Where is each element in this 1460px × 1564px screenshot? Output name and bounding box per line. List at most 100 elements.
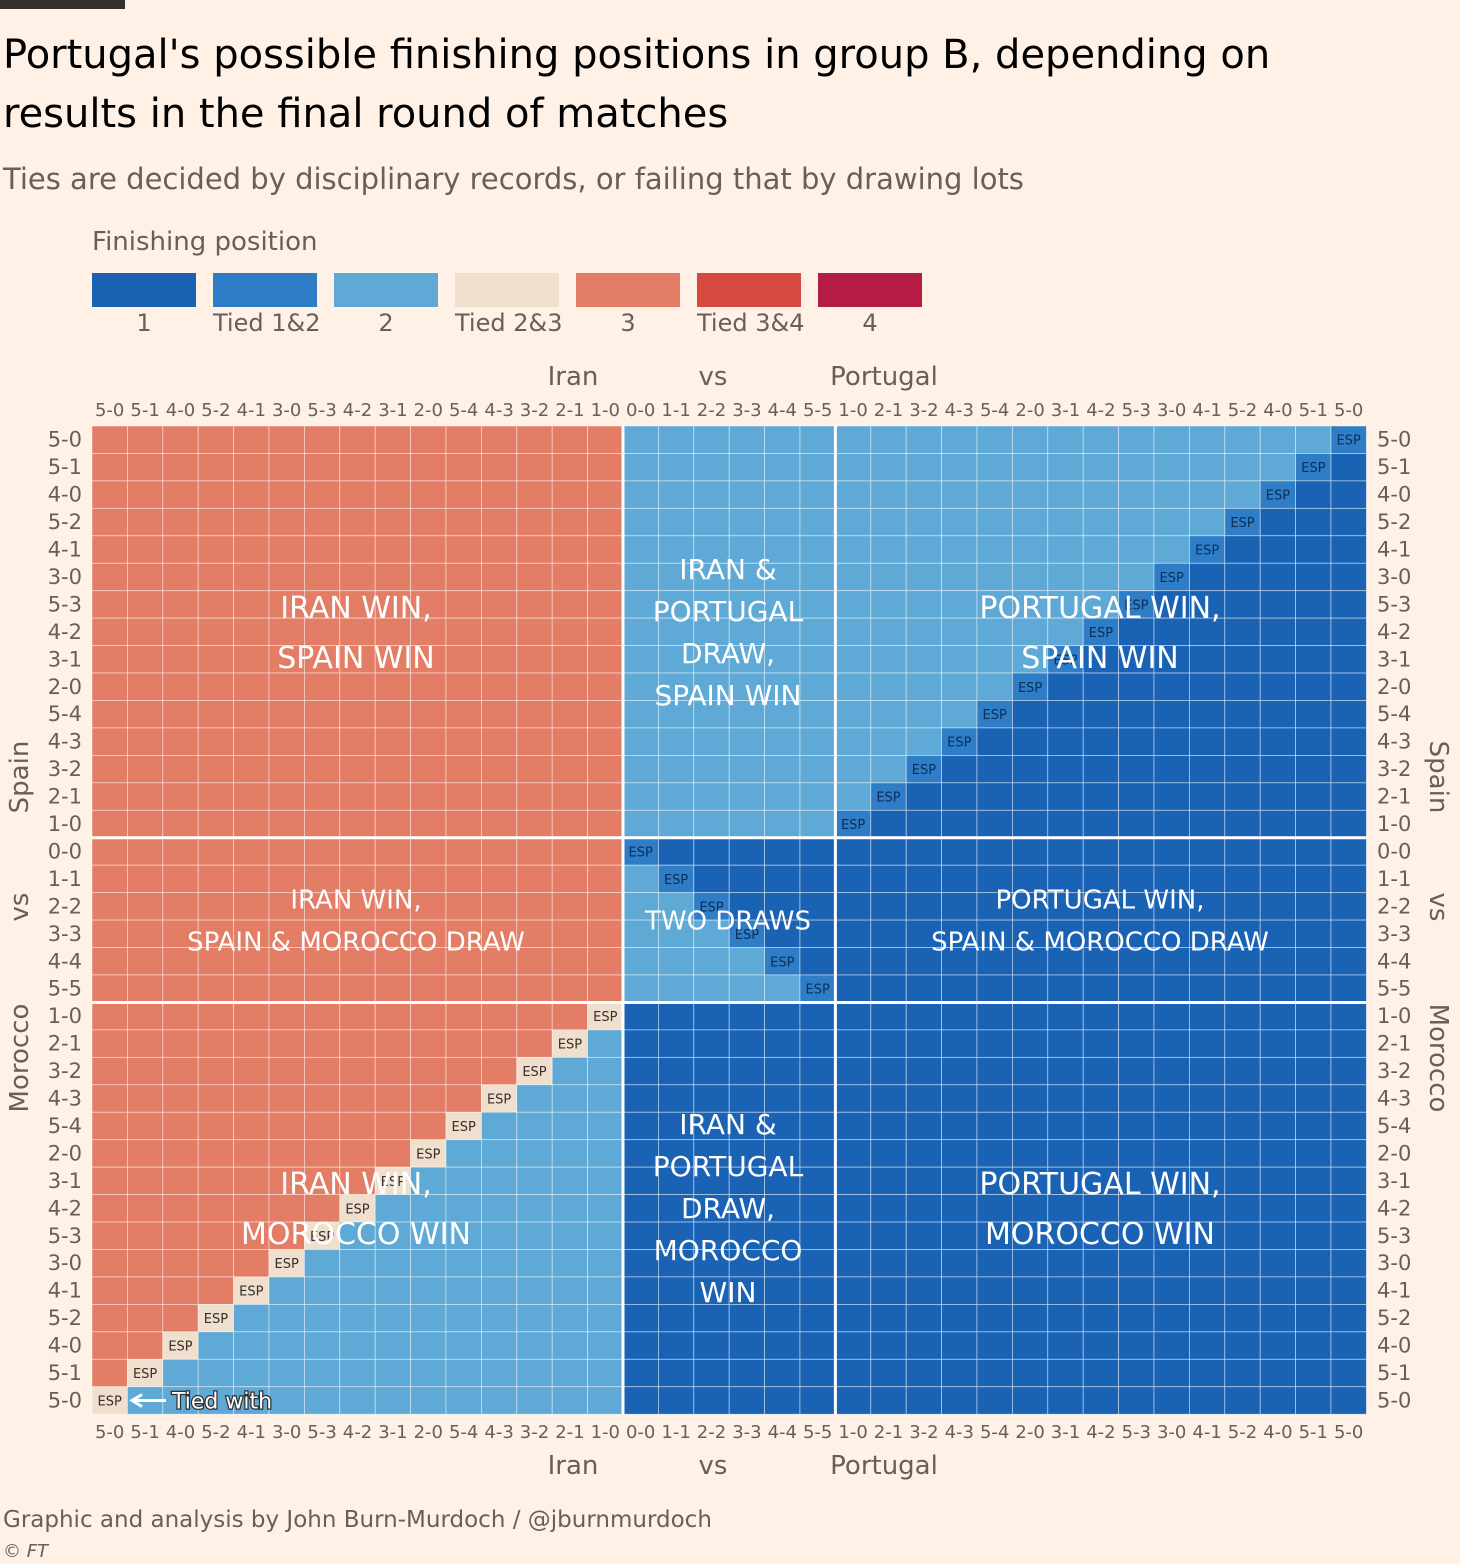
heatmap-cell <box>1189 645 1226 674</box>
heatmap-cell <box>728 919 766 948</box>
heatmap-cell <box>127 645 164 674</box>
heatmap-cell <box>622 1276 659 1305</box>
heatmap-cell <box>1259 1221 1296 1250</box>
heatmap-cell <box>799 864 836 894</box>
region-label: IRAN WIN, SPAIN & MOROCCO DRAW <box>187 885 525 957</box>
heatmap-cell <box>127 1111 164 1141</box>
heatmap-cell <box>976 782 1013 811</box>
heatmap-cell <box>480 1084 518 1113</box>
heatmap-cell <box>197 782 234 811</box>
heatmap-cell <box>693 974 730 1003</box>
tie-cell-label: ESP <box>947 736 971 751</box>
heatmap-cell <box>551 645 589 674</box>
heatmap-cell <box>551 755 589 784</box>
heatmap-cell <box>976 453 1013 482</box>
heatmap-cell <box>339 672 376 701</box>
heatmap-cell <box>303 1139 341 1168</box>
heatmap-cell <box>870 1358 907 1388</box>
heatmap-cell <box>303 480 341 509</box>
x-tick-label: 5-2 <box>1228 400 1257 421</box>
heatmap-cell <box>445 1029 482 1058</box>
heatmap-cell <box>905 590 943 619</box>
heatmap-cell <box>1189 1276 1226 1305</box>
heatmap-cell <box>551 809 589 839</box>
heatmap-cell <box>976 919 1013 948</box>
heatmap-cell <box>1224 947 1261 976</box>
heatmap-cell <box>1224 535 1261 564</box>
top-accent-bar <box>0 0 125 9</box>
heatmap-cell <box>233 1056 270 1086</box>
heatmap-cell <box>1259 837 1296 866</box>
heatmap-cell <box>374 507 412 537</box>
heatmap-cell <box>764 1029 801 1058</box>
heatmap-cell <box>162 1304 199 1333</box>
heatmap-cell <box>551 480 589 509</box>
heatmap-cell <box>693 1276 730 1305</box>
x-tick-label: 3-1 <box>1051 400 1080 421</box>
heatmap-cell <box>551 1002 589 1031</box>
heatmap-cell <box>374 617 412 647</box>
heatmap-cell <box>1118 919 1155 948</box>
heatmap-cell <box>233 1084 270 1113</box>
heatmap-cell <box>1259 1249 1296 1278</box>
legend-swatch <box>92 273 196 307</box>
heatmap-cell <box>1295 1221 1332 1250</box>
heatmap-cell <box>1082 1029 1119 1058</box>
y-tick-label: 0-0 <box>1377 839 1411 863</box>
heatmap-cell <box>445 425 482 454</box>
tie-cell-label: ESP <box>699 900 723 915</box>
y-tick-label: 5-1 <box>48 1361 82 1385</box>
heatmap-cell <box>693 892 730 921</box>
heatmap-cell <box>1295 974 1332 1003</box>
heatmap-cell <box>764 809 801 839</box>
heatmap-cell <box>339 837 376 866</box>
heatmap-cell <box>1259 1029 1296 1058</box>
heatmap-cell <box>658 1304 695 1333</box>
heatmap-cell <box>162 1056 199 1086</box>
heatmap-cell <box>410 864 447 894</box>
heatmap-cell <box>693 672 730 701</box>
heatmap-cell <box>658 1002 695 1031</box>
heatmap-cell <box>516 1331 553 1360</box>
heatmap-cell <box>905 1139 943 1168</box>
heatmap-cell <box>1012 755 1049 784</box>
tie-cell-label: ESP <box>806 983 830 998</box>
y-tick-label: 2-0 <box>48 1141 82 1165</box>
heatmap-cell <box>233 453 270 482</box>
heatmap-cell <box>445 947 482 976</box>
heatmap-cell <box>764 974 801 1003</box>
x-tick-label: 1-0 <box>838 400 867 421</box>
y-tick-label: 4-0 <box>1377 483 1411 507</box>
heatmap-cell <box>728 425 766 454</box>
heatmap-cell <box>339 1056 376 1086</box>
heatmap-cell <box>976 1084 1013 1113</box>
heatmap-cell <box>905 1304 943 1333</box>
heatmap-cell <box>1330 1002 1367 1031</box>
heatmap-cell <box>1082 864 1119 894</box>
heatmap-cell <box>445 1084 482 1113</box>
heatmap-cell <box>1012 1139 1049 1168</box>
heatmap-cell <box>268 645 305 674</box>
y-tick-label: 4-3 <box>48 730 82 754</box>
heatmap-cell <box>1189 507 1226 537</box>
heatmap-cell <box>587 453 624 482</box>
heatmap-cell <box>693 782 730 811</box>
heatmap-cell <box>1082 1386 1119 1415</box>
heatmap-cell <box>516 425 553 454</box>
heatmap-cell <box>1012 1276 1049 1305</box>
heatmap-cell <box>374 1194 412 1223</box>
y-tick-label: 2-0 <box>48 675 82 699</box>
heatmap-cell <box>516 947 553 976</box>
heatmap-cell <box>728 1056 766 1086</box>
heatmap-cell <box>693 1358 730 1388</box>
heatmap-cell <box>764 535 801 564</box>
heatmap-cell <box>976 1139 1013 1168</box>
heatmap-cell <box>1224 645 1261 674</box>
heatmap-cell <box>303 535 341 564</box>
heatmap-cell <box>303 1386 341 1415</box>
heatmap-cell <box>870 1304 907 1333</box>
heatmap-cell <box>1189 1386 1226 1415</box>
heatmap-cell <box>445 919 482 948</box>
heatmap-cell <box>1012 1029 1049 1058</box>
x-tick-label: 3-0 <box>1157 1422 1186 1443</box>
